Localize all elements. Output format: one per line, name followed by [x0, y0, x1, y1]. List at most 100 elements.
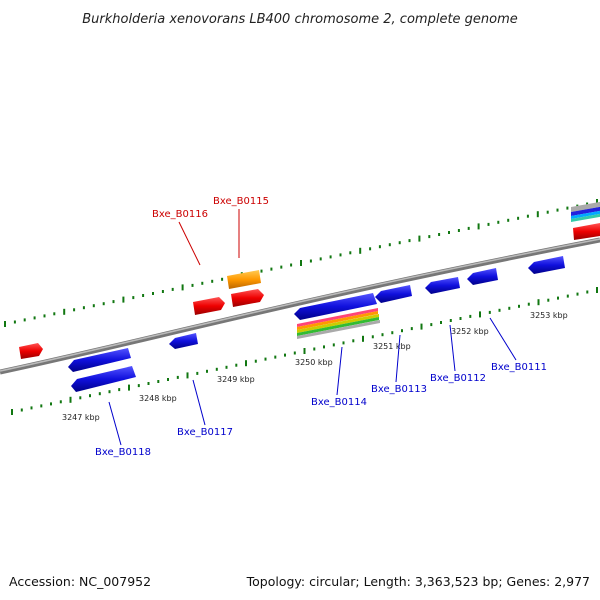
- minor-tick-mark: [211, 279, 214, 283]
- minor-tick-mark: [342, 341, 345, 345]
- minor-tick-mark: [448, 231, 450, 234]
- minor-tick-mark: [89, 394, 91, 398]
- minor-tick-mark: [547, 298, 550, 302]
- gene-label-bxe-b0111[interactable]: Bxe_B0111: [491, 362, 547, 373]
- minor-tick-mark: [352, 339, 355, 343]
- major-tick-mark: [245, 360, 247, 367]
- minor-tick-mark: [167, 378, 169, 381]
- major-tick-mark: [122, 296, 125, 303]
- minor-tick-mark: [112, 300, 115, 304]
- minor-tick-mark: [319, 257, 322, 261]
- major-tick-mark: [477, 223, 480, 230]
- gene-label-bxe-b0112[interactable]: Bxe_B0112: [430, 373, 486, 384]
- minor-tick-mark: [497, 220, 500, 224]
- minor-tick-mark: [92, 304, 95, 308]
- gene-bxe-b0115: [231, 289, 264, 307]
- minor-tick-mark: [82, 306, 85, 310]
- major-tick-mark: [362, 335, 364, 342]
- minor-tick-mark: [137, 384, 140, 388]
- minor-tick-mark: [566, 206, 569, 210]
- minor-tick-mark: [546, 210, 549, 214]
- major-tick-mark: [11, 409, 13, 415]
- minor-tick-mark: [576, 292, 579, 296]
- forward-dot-track: [4, 199, 598, 327]
- tick-label: 3247 kbp: [62, 413, 100, 422]
- minor-tick-mark: [517, 216, 520, 220]
- minor-tick-mark: [488, 310, 491, 314]
- gene-bxe-b0118-b: [71, 366, 136, 392]
- minor-tick-mark: [215, 367, 218, 371]
- minor-tick-mark: [191, 283, 194, 287]
- minor-tick-mark: [518, 304, 520, 308]
- feature-stack-center: [297, 308, 380, 339]
- minor-tick-mark: [430, 323, 433, 327]
- major-tick-mark: [479, 311, 481, 318]
- minor-tick-mark: [329, 255, 332, 259]
- gene-bxe-b0113: [375, 285, 412, 303]
- genome-summary: Topology: circular; Length: 3,363,523 bp…: [246, 574, 590, 589]
- minor-tick-mark: [50, 402, 52, 406]
- tick-label: 3253 kbp: [530, 311, 568, 320]
- minor-tick-mark: [498, 308, 501, 312]
- minor-tick-mark: [440, 321, 442, 324]
- genome-backbone-highlight: [0, 238, 600, 372]
- minor-tick-mark: [73, 308, 76, 312]
- gene-bxe-b0118-a: [68, 348, 131, 372]
- minor-tick-mark: [206, 369, 208, 373]
- minor-tick-mark: [508, 306, 511, 310]
- genome-backbone: [0, 237, 600, 375]
- minor-tick-mark: [157, 380, 160, 383]
- gene-bxe-b0112: [425, 277, 460, 294]
- gene-label-bxe-b0114[interactable]: Bxe_B0114: [311, 397, 367, 408]
- minor-tick-mark: [142, 294, 145, 297]
- minor-tick-mark: [332, 343, 335, 347]
- minor-tick-mark: [30, 406, 33, 410]
- gene-bxe-b0114: [294, 293, 377, 320]
- minor-tick-mark: [459, 317, 462, 320]
- gene-label-bxe-b0113[interactable]: Bxe_B0113: [371, 384, 427, 395]
- minor-tick-mark: [586, 202, 589, 206]
- minor-tick-mark: [23, 318, 26, 322]
- minor-tick-mark: [408, 239, 411, 243]
- minor-tick-mark: [507, 218, 510, 222]
- gene-label-bxe-b0116[interactable]: Bxe_B0116: [152, 209, 208, 220]
- major-tick-mark: [537, 299, 540, 306]
- forward-gene-right: [573, 223, 600, 240]
- minor-tick-mark: [388, 243, 391, 247]
- major-tick-mark: [4, 321, 6, 327]
- minor-tick-mark: [457, 229, 460, 232]
- major-tick-mark: [536, 211, 539, 218]
- minor-tick-mark: [566, 294, 569, 298]
- minor-tick-mark: [196, 371, 199, 375]
- gene-label-bxe-b0117[interactable]: Bxe_B0117: [177, 427, 233, 438]
- minor-tick-mark: [264, 357, 267, 361]
- minor-tick-mark: [13, 320, 16, 324]
- minor-tick-mark: [274, 355, 277, 359]
- tick-label: 3252 kbp: [451, 327, 489, 336]
- gene-bxe-b0116: [193, 297, 225, 315]
- minor-tick-mark: [221, 277, 224, 281]
- gene-label-bxe-b0115[interactable]: Bxe_B0115: [213, 196, 269, 207]
- major-tick-mark: [186, 372, 189, 379]
- tick-label: 3249 kbp: [217, 375, 255, 384]
- minor-tick-mark: [40, 404, 43, 408]
- minor-tick-mark: [526, 214, 529, 218]
- major-tick-mark: [69, 396, 72, 403]
- minor-tick-mark: [284, 353, 286, 357]
- gene-labels: Bxe_B0116 Bxe_B0115 Bxe_B0118 Bxe_B0117 …: [95, 196, 547, 458]
- minor-tick-mark: [438, 233, 441, 236]
- minor-tick-mark: [378, 245, 381, 249]
- minor-tick-mark: [280, 265, 283, 269]
- feature-stack-right: [571, 201, 600, 223]
- minor-tick-mark: [467, 226, 470, 230]
- minor-tick-mark: [391, 331, 394, 335]
- tick-label: 3248 kbp: [139, 394, 177, 403]
- major-tick-mark: [418, 235, 421, 242]
- minor-tick-mark: [309, 259, 312, 263]
- major-tick-mark: [128, 384, 130, 391]
- gene-label-bxe-b0118[interactable]: Bxe_B0118: [95, 447, 151, 458]
- accession-label: Accession: NC_007952: [9, 574, 151, 589]
- minor-tick-mark: [161, 290, 164, 293]
- minor-tick-mark: [381, 333, 384, 337]
